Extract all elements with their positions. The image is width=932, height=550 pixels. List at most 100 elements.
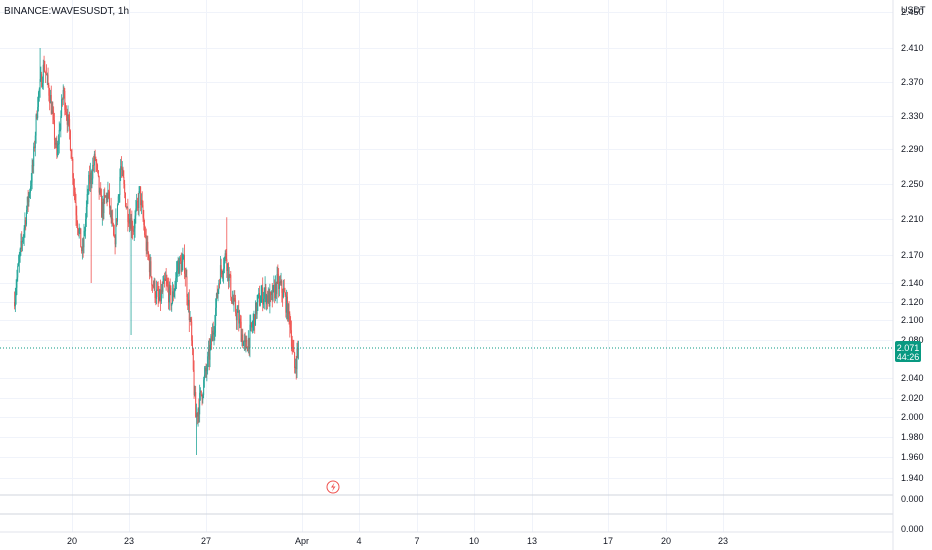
candle: [294, 358, 296, 374]
candle: [298, 340, 300, 360]
candle: [37, 90, 39, 112]
candle: [61, 94, 63, 118]
candle: [181, 253, 183, 272]
candle: [49, 89, 51, 104]
candle: [96, 159, 98, 172]
symbol-title: BINANCE:WAVESUSDT, 1h: [4, 6, 129, 17]
candle: [66, 108, 68, 133]
candle: [268, 288, 270, 307]
candle: [131, 210, 133, 239]
candle: [286, 291, 288, 322]
candle: [293, 339, 295, 353]
candle: [239, 314, 241, 329]
candle: [216, 285, 218, 299]
candle: [259, 295, 261, 307]
candle: [245, 335, 247, 353]
candle: [139, 185, 141, 194]
candle: [180, 254, 182, 264]
candle: [243, 340, 245, 347]
candle: [130, 213, 132, 335]
candle: [126, 206, 128, 209]
candle: [231, 296, 233, 304]
candle: [125, 202, 127, 210]
candle: [152, 280, 154, 289]
candle: [157, 281, 159, 307]
currency-label: USDT: [901, 5, 926, 15]
candle: [89, 165, 91, 192]
candle: [178, 258, 180, 274]
candle: [253, 310, 255, 331]
candle: [59, 123, 61, 132]
candle: [201, 394, 203, 406]
candle: [206, 364, 208, 382]
candle: [197, 407, 199, 427]
candle: [172, 281, 174, 305]
candle: [276, 266, 278, 304]
candle: [209, 338, 211, 368]
candle: [133, 218, 135, 242]
candle: [29, 188, 31, 199]
candle: [70, 149, 72, 159]
candle: [233, 290, 235, 312]
candle: [215, 298, 217, 337]
candle: [117, 194, 119, 206]
candle: [109, 205, 111, 218]
candle: [251, 321, 253, 332]
candle: [75, 193, 77, 226]
candle: [237, 304, 239, 313]
candle: [282, 288, 284, 307]
candle: [167, 277, 169, 293]
candle: [60, 110, 62, 138]
candle: [136, 193, 138, 212]
time-scale[interactable]: 20 23 27 Apr 4 7 10 13 17 20 23: [67, 536, 728, 546]
candle: [239, 309, 241, 329]
candle: [278, 268, 280, 298]
candle: [180, 252, 182, 276]
candle: [22, 237, 24, 252]
candle: [198, 398, 200, 423]
candle: [115, 208, 117, 248]
candle: [39, 48, 41, 98]
candle: [57, 140, 59, 158]
candle: [91, 168, 93, 189]
candle: [159, 288, 161, 302]
candle: [24, 212, 26, 238]
price-tick-label: 2.040: [901, 373, 924, 383]
candle: [222, 270, 224, 282]
candle: [230, 271, 232, 301]
candle: [208, 338, 210, 371]
candle: [161, 281, 163, 294]
candle: [215, 292, 217, 316]
lightning-bolt-icon[interactable]: [326, 480, 340, 494]
candle: [40, 66, 42, 82]
candle: [247, 330, 249, 354]
price-scale[interactable]: 2.450 2.410 2.370 2.330 2.290 2.250 2.210 2.170…: [901, 7, 924, 483]
candle: [42, 59, 44, 90]
candle: [207, 351, 209, 375]
candle: [112, 222, 114, 237]
candle: [274, 279, 276, 304]
candle: [67, 105, 69, 132]
candle: [278, 276, 280, 297]
candle: [290, 320, 292, 352]
candle: [30, 180, 32, 199]
candle: [82, 237, 84, 258]
candle: [189, 310, 191, 322]
candle: [92, 157, 94, 185]
candle: [199, 384, 201, 423]
candle: [142, 200, 144, 222]
candle: [228, 266, 230, 288]
candle: [154, 278, 156, 303]
candle: [25, 217, 27, 231]
candle: [185, 267, 187, 278]
candle: [285, 292, 287, 318]
candle: [134, 210, 136, 238]
candle: [186, 269, 188, 306]
candle: [101, 195, 103, 226]
time-tick-label: Apr: [295, 536, 309, 546]
candle: [254, 313, 256, 334]
candle: [195, 385, 197, 418]
candle: [219, 255, 221, 285]
